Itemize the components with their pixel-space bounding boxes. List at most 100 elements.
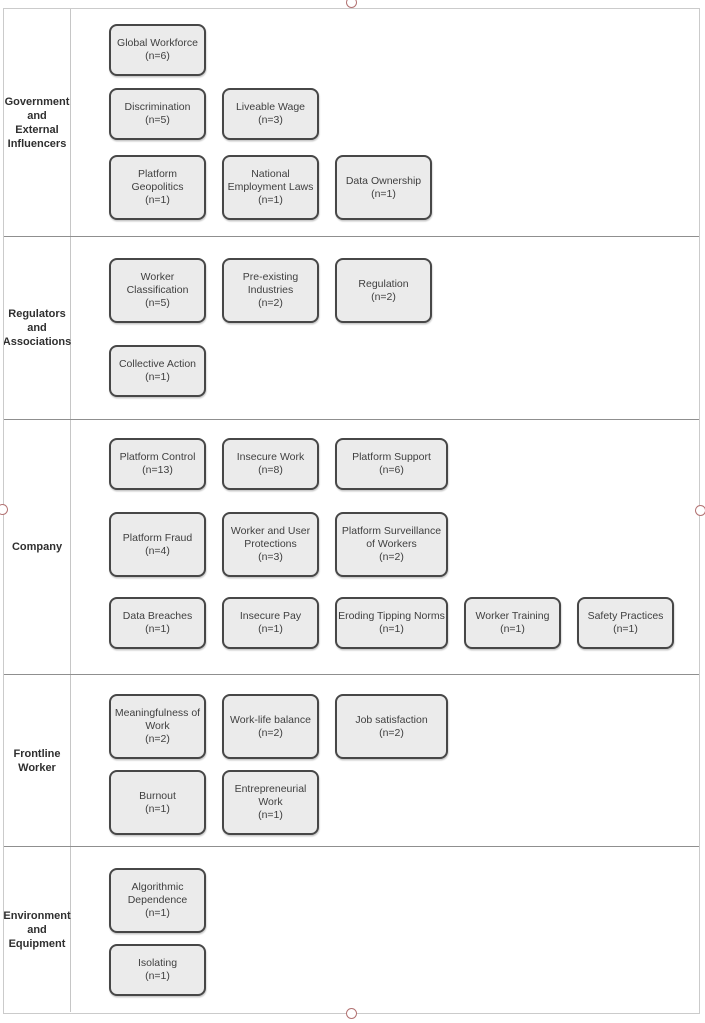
lane-label: Frontline Worker (4, 675, 71, 846)
concept-box-discrimination[interactable]: Discrimination (n=5) (109, 88, 206, 140)
concept-title: Discrimination (124, 101, 191, 113)
concept-box-data-breaches[interactable]: Data Breaches (n=1) (109, 597, 206, 649)
box-row: Platform Fraud (n=4) Worker and User Prote… (109, 512, 699, 577)
concept-title: Work-life balance (230, 713, 311, 726)
concept-count: (n=4) (145, 544, 170, 557)
concept-count: (n=1) (258, 809, 283, 821)
concept-title: Eroding Tipping Norms (338, 610, 445, 622)
concept-box-meaningfulness-of-work[interactable]: Meaningfulness of Work (n=2) (109, 694, 206, 759)
concept-box-eroding-tipping-norms[interactable]: Eroding Tipping Norms (n=1) (335, 597, 448, 649)
lane-content: Algorithmic Dependence (n=1) Isolating (n=1… (71, 847, 699, 1012)
connection-handle-top-icon[interactable] (346, 0, 357, 8)
concept-count: (n=1) (145, 623, 170, 635)
concept-title: Collective Action (118, 358, 197, 370)
concept-count: (n=2) (379, 726, 404, 739)
connection-handle-bottom-icon[interactable] (346, 1008, 357, 1019)
concept-box-worker-classification[interactable]: Worker Classification (n=5) (109, 258, 206, 323)
taxonomy-table: Government and External Influencers Globa… (3, 8, 700, 1014)
concept-title: National Employment Laws (227, 168, 314, 193)
box-row: Data Breaches (n=1) Insecure Pay (n=1) Erodi… (109, 597, 699, 649)
connection-handle-left-icon[interactable] (0, 504, 8, 515)
concept-box-worker-training[interactable]: Worker Training (n=1) (464, 597, 561, 649)
concept-box-collective-action[interactable]: Collective Action (n=1) (109, 345, 206, 397)
concept-count: (n=1) (145, 194, 170, 206)
concept-count: (n=13) (142, 464, 173, 476)
concept-box-work-life-balance[interactable]: Work-life balance (n=2) (222, 694, 319, 759)
concept-count: (n=3) (258, 551, 283, 563)
concept-count: (n=1) (258, 623, 283, 635)
concept-count: (n=1) (145, 371, 170, 383)
concept-box-platform-support[interactable]: Platform Support (n=6) (335, 438, 448, 490)
concept-box-platform-control[interactable]: Platform Control (n=13) (109, 438, 206, 490)
concept-title: Data Ownership (345, 174, 422, 187)
lane-label: Environment and Equipment (4, 847, 71, 1012)
concept-title: Worker Classification (126, 271, 189, 296)
concept-title: Liveable Wage (235, 101, 306, 113)
box-row: Worker Classification (n=5) Pre-existing I… (109, 258, 699, 323)
concept-box-job-satisfaction[interactable]: Job satisfaction (n=2) (335, 694, 448, 759)
box-row: Algorithmic Dependence (n=1) (109, 868, 699, 933)
concept-count: (n=6) (145, 50, 170, 62)
lane-label: Regulators and Associations (4, 237, 71, 419)
concept-count: (n=6) (379, 464, 404, 476)
concept-box-global-workforce[interactable]: Global Workforce (n=6) (109, 24, 206, 76)
lane-label: Company (4, 420, 71, 674)
concept-title: Insecure Work (236, 451, 305, 463)
concept-count: (n=2) (258, 297, 283, 309)
concept-title: Data Breaches (122, 610, 193, 622)
concept-count: (n=1) (379, 623, 404, 635)
concept-box-insecure-work[interactable]: Insecure Work (n=8) (222, 438, 319, 490)
concept-title: Entrepreneurial Work (234, 783, 307, 808)
box-row: Collective Action (n=1) (109, 345, 699, 397)
box-row: Discrimination (n=5) Liveable Wage (n=3) (109, 88, 699, 140)
concept-title: Worker and User Protections (230, 525, 311, 550)
concept-box-entrepreneurial-work[interactable]: Entrepreneurial Work (n=1) (222, 770, 319, 835)
lane-content: Global Workforce (n=6) Discrimination (n=5)… (71, 9, 699, 236)
lane-frontline-worker: Frontline Worker Meaningfulness of Work (n… (4, 675, 699, 847)
concept-count: (n=2) (145, 733, 170, 745)
concept-title: Platform Control (119, 451, 196, 463)
concept-box-platform-geopolitics[interactable]: Platform Geopolitics (n=1) (109, 155, 206, 220)
concept-title: Isolating (137, 957, 178, 969)
concept-title: Platform Geopolitics (131, 168, 184, 193)
concept-count: (n=1) (145, 802, 170, 815)
concept-count: (n=1) (145, 907, 170, 919)
lane-regulators-and-associations: Regulators and Associations Worker Classi… (4, 237, 699, 420)
concept-title: Job satisfaction (355, 713, 428, 726)
concept-title: Burnout (139, 789, 176, 802)
lane-environment-and-equipment: Environment and Equipment Algorithmic Dep… (4, 847, 699, 1012)
concept-box-insecure-pay[interactable]: Insecure Pay (n=1) (222, 597, 319, 649)
concept-box-platform-surveillance-of-workers[interactable]: Platform Surveillance of Workers (n=2) (335, 512, 448, 577)
box-row: Meaningfulness of Work (n=2) Work-life bal… (109, 694, 699, 759)
concept-box-national-employment-laws[interactable]: National Employment Laws (n=1) (222, 155, 319, 220)
box-row: Platform Geopolitics (n=1) National Employ… (109, 155, 699, 220)
concept-count: (n=8) (258, 464, 283, 476)
concept-box-pre-existing-industries[interactable]: Pre-existing Industries (n=2) (222, 258, 319, 323)
concept-count: (n=5) (145, 297, 170, 309)
concept-title: Safety Practices (587, 610, 664, 622)
concept-box-algorithmic-dependence[interactable]: Algorithmic Dependence (n=1) (109, 868, 206, 933)
box-row: Isolating (n=1) (109, 944, 699, 996)
concept-box-liveable-wage[interactable]: Liveable Wage (n=3) (222, 88, 319, 140)
concept-box-burnout[interactable]: Burnout (n=1) (109, 770, 206, 835)
concept-box-safety-practices[interactable]: Safety Practices (n=1) (577, 597, 674, 649)
concept-box-worker-and-user-protections[interactable]: Worker and User Protections (n=3) (222, 512, 319, 577)
lane-label: Government and External Influencers (4, 9, 71, 236)
concept-count: (n=2) (258, 726, 283, 739)
lane-government-and-external-influencers: Government and External Influencers Globa… (4, 9, 699, 237)
concept-title: Algorithmic Dependence (127, 881, 188, 906)
box-row: Global Workforce (n=6) (109, 24, 699, 76)
concept-title: Global Workforce (117, 37, 198, 49)
concept-box-regulation[interactable]: Regulation (n=2) (335, 258, 432, 323)
concept-count: (n=2) (371, 290, 396, 303)
connection-handle-right-icon[interactable] (695, 505, 705, 516)
concept-box-data-ownership[interactable]: Data Ownership (n=1) (335, 155, 432, 220)
concept-box-isolating[interactable]: Isolating (n=1) (109, 944, 206, 996)
concept-box-platform-fraud[interactable]: Platform Fraud (n=4) (109, 512, 206, 577)
box-row: Platform Control (n=13) Insecure Work (n=8)… (109, 438, 699, 490)
concept-count: (n=5) (145, 114, 170, 126)
concept-count: (n=1) (145, 970, 170, 982)
lane-content: Worker Classification (n=5) Pre-existing I… (71, 237, 699, 419)
concept-count: (n=1) (500, 623, 525, 635)
